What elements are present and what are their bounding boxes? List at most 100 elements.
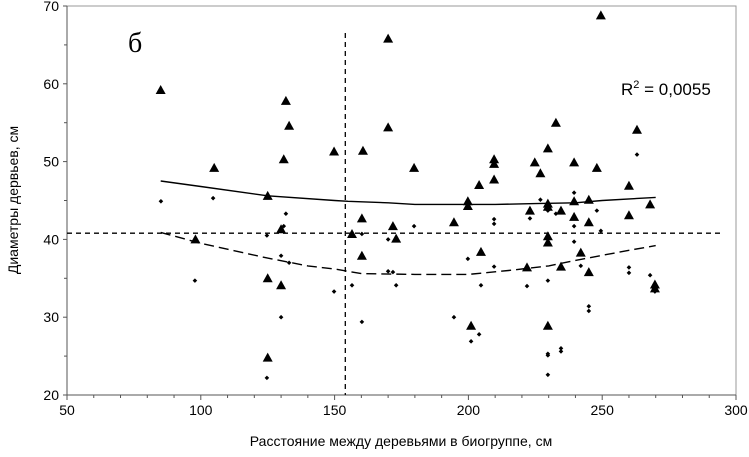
diamond-point <box>158 198 164 204</box>
diamond-point <box>553 211 559 217</box>
triangle-point <box>569 157 580 167</box>
x-tick-label: 300 <box>724 402 748 418</box>
triangle-point <box>387 221 398 231</box>
panel-label: б <box>128 28 142 59</box>
diamond-point <box>594 208 600 213</box>
triangle-point <box>262 190 273 200</box>
diamond-point <box>545 208 551 213</box>
triangle-point <box>262 352 273 362</box>
diamond-point <box>578 263 584 269</box>
triangle-point <box>357 145 368 155</box>
diamond-point <box>634 152 640 157</box>
diamond-point <box>571 190 577 196</box>
diamond-point <box>465 256 471 262</box>
diamond-point <box>385 268 391 274</box>
diamond-point <box>652 289 658 294</box>
triangle-point <box>262 273 273 283</box>
triangle-point <box>190 234 201 244</box>
triangle-point <box>474 179 485 189</box>
triangle-point <box>356 250 367 260</box>
triangle-point <box>550 117 561 127</box>
diamond-point <box>558 346 564 351</box>
triangle-point <box>346 228 357 238</box>
diamond-point <box>558 349 564 354</box>
triangle-point <box>569 211 580 221</box>
triangle-point <box>524 205 535 215</box>
diamond-point <box>278 253 284 259</box>
triangle-point <box>623 210 634 220</box>
x-tick-label: 50 <box>59 402 75 418</box>
diamond-point <box>281 223 287 229</box>
triangle-point <box>462 196 473 206</box>
triangle-point <box>631 124 642 134</box>
triangle-point <box>645 199 656 209</box>
triangle-point <box>555 205 566 215</box>
x-tick-label: 100 <box>189 402 213 418</box>
triangle-point <box>278 154 289 164</box>
diamond-point <box>491 216 497 222</box>
plot-frame <box>66 5 737 396</box>
diamond-point <box>264 233 270 238</box>
x-axis-label: Расстояние между деревьями в биогруппе, … <box>250 433 552 449</box>
triangle-point <box>383 122 394 132</box>
triangle-point <box>409 162 420 172</box>
triangle-point <box>529 157 540 167</box>
r2-superscript: 2 <box>633 79 639 91</box>
diamond-point <box>411 223 417 229</box>
diamond-point <box>359 319 365 325</box>
triangle-point <box>649 283 660 293</box>
triangle-point <box>391 233 402 243</box>
diamond-point <box>468 339 474 344</box>
y-tick-label: 60 <box>43 76 59 92</box>
triangle-point <box>583 217 594 227</box>
r2-prefix: R <box>621 80 633 99</box>
triangle-point <box>535 168 546 178</box>
diamond-point <box>571 223 577 229</box>
lower-trend-line <box>160 231 656 276</box>
triangle-point <box>329 146 340 156</box>
diamond-point <box>571 239 577 245</box>
diamond-point <box>451 314 457 320</box>
x-tick-label: 250 <box>591 402 615 418</box>
triangle-point <box>583 194 594 204</box>
diamond-point <box>390 269 396 275</box>
diamond-point <box>264 375 270 381</box>
diamond-point <box>586 308 592 314</box>
diamond-point <box>192 278 198 283</box>
triangle-point <box>489 174 500 184</box>
y-tick-label: 20 <box>43 387 59 403</box>
triangle-point <box>489 154 500 164</box>
diamond-point <box>647 272 653 278</box>
x-tick-label: 200 <box>457 402 481 418</box>
triangle-point <box>542 231 553 241</box>
triangle-point <box>383 33 394 43</box>
triangle-point <box>276 280 287 290</box>
triangle-point <box>475 246 486 256</box>
y-axis-label: Диаметры дервьев, см <box>5 126 21 274</box>
triangle-point <box>542 201 553 211</box>
diamond-point <box>545 372 551 378</box>
triangle-point <box>575 247 586 257</box>
diamond-point <box>359 231 365 237</box>
triangle-point <box>555 261 566 271</box>
diamond-point <box>538 197 543 203</box>
diamond-point <box>210 195 216 201</box>
triangle-point <box>522 262 533 272</box>
r2-value: = 0,0055 <box>639 80 710 99</box>
triangle-point <box>489 158 500 168</box>
diamond-point <box>598 228 604 234</box>
triangle-point <box>542 320 553 330</box>
diamond-point <box>491 264 497 269</box>
triangle-point <box>280 95 291 105</box>
upper-trend-line <box>160 180 656 206</box>
triangle-point <box>155 85 166 95</box>
diamond-point <box>283 211 289 217</box>
diamond-point <box>478 283 484 288</box>
diamond-point <box>385 237 391 242</box>
diamond-point <box>286 260 292 266</box>
triangle-point <box>356 213 367 223</box>
diamond-point <box>626 265 632 270</box>
triangle-point <box>462 200 473 210</box>
y-tick-label: 70 <box>43 0 59 14</box>
